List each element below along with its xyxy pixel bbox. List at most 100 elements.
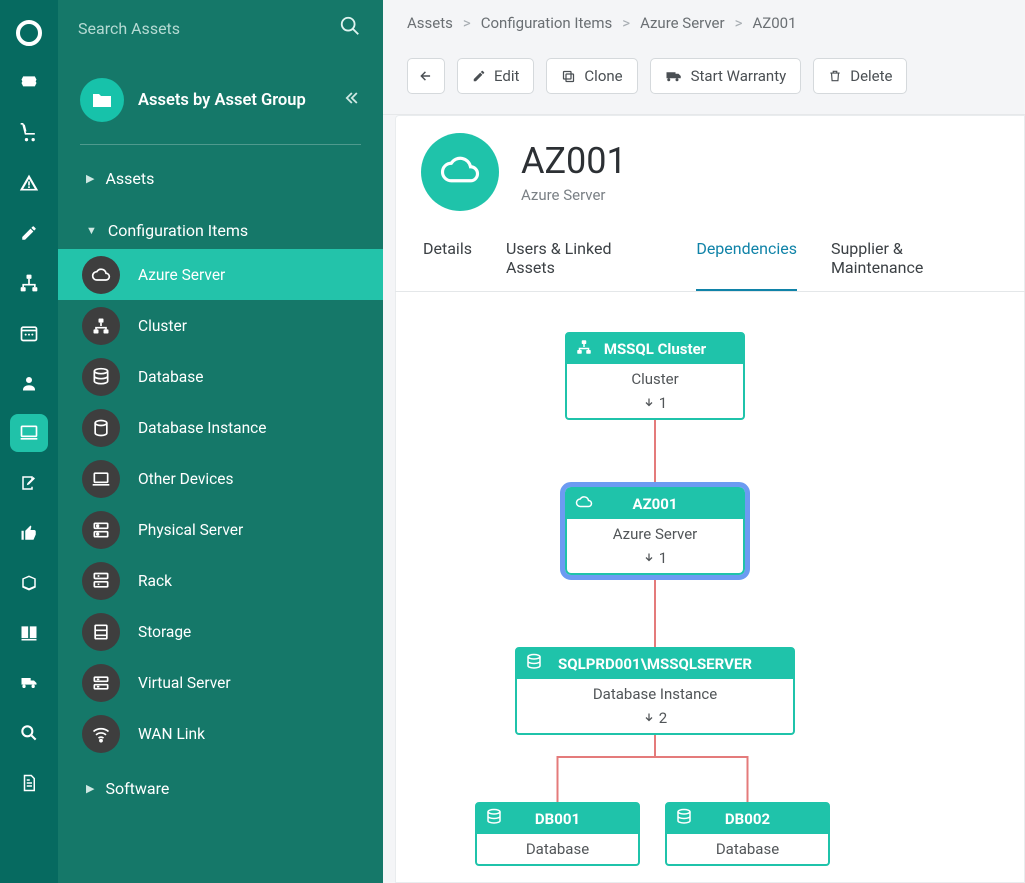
breadcrumb-item[interactable]: Assets (407, 14, 453, 32)
group-title: Assets by Asset Group (138, 91, 341, 110)
cloud-icon (82, 256, 120, 294)
tree-config-items[interactable]: ▼ Configuration Items (58, 211, 383, 249)
dep-node-db002[interactable]: DB002 Database (665, 802, 830, 866)
sidebar-item-physical-server[interactable]: Physical Server (58, 504, 383, 555)
delete-button[interactable]: Delete (813, 58, 907, 94)
start-warranty-button[interactable]: Start Warranty (650, 58, 802, 94)
breadcrumb: Assets>Configuration Items>Azure Server>… (383, 0, 1025, 32)
folder-icon (80, 78, 124, 122)
tab-details[interactable]: Details (423, 229, 472, 291)
rail-calendar-icon[interactable] (10, 314, 48, 352)
search-icon[interactable] (339, 15, 361, 41)
ci-item-label: Physical Server (138, 521, 243, 539)
breadcrumb-separator: > (463, 14, 471, 32)
node-count: 1 (567, 394, 743, 418)
collapse-sidebar-icon[interactable] (341, 88, 361, 112)
sidebar: Assets by Asset Group ▶ Assets ▼ Configu… (58, 0, 383, 883)
vserver-icon (82, 664, 120, 702)
node-subtitle: Database Instance (517, 679, 793, 709)
asset-card: AZ001 Azure Server Details Users & Linked… (395, 115, 1025, 883)
server-icon (82, 511, 120, 549)
tree-ci-label: Configuration Items (108, 221, 248, 240)
rail-book-icon[interactable] (10, 614, 48, 652)
breadcrumb-separator: > (622, 14, 630, 32)
node-title: DB002 (725, 810, 770, 828)
node-subtitle: Database (477, 834, 638, 864)
asset-title: AZ001 (521, 140, 627, 182)
dep-node-mssql[interactable]: MSSQL ClusterCluster 1 (565, 332, 745, 420)
node-title: DB001 (535, 810, 580, 828)
node-header: MSSQL Cluster (567, 334, 743, 364)
db-icon (525, 653, 543, 675)
ci-item-label: Storage (138, 623, 191, 641)
ci-item-label: Virtual Server (138, 674, 231, 692)
clone-label: Clone (584, 67, 622, 85)
rack-icon (82, 562, 120, 600)
node-subtitle: Database (667, 834, 828, 864)
tree-software-label: Software (105, 779, 169, 798)
node-subtitle: Azure Server (567, 519, 743, 549)
sidebar-item-rack[interactable]: Rack (58, 555, 383, 606)
rail-truck-icon[interactable] (10, 664, 48, 702)
sidebar-item-cluster[interactable]: Cluster (58, 300, 383, 351)
search-input[interactable] (78, 19, 339, 38)
node-count: 1 (567, 549, 743, 573)
sidebar-item-other-devices[interactable]: Other Devices (58, 453, 383, 504)
rail-user-icon[interactable] (10, 364, 48, 402)
rail-alert-icon[interactable] (10, 164, 48, 202)
sidebar-item-database[interactable]: Database (58, 351, 383, 402)
node-header: SQLPRD001\MSSQLSERVER (517, 649, 793, 679)
caret-right-icon: ▶ (86, 782, 94, 795)
sidebar-item-wan-link[interactable]: WAN Link (58, 708, 383, 759)
rail-compose-icon[interactable] (10, 464, 48, 502)
breadcrumb-item: AZ001 (752, 14, 796, 32)
tab-dependencies[interactable]: Dependencies (696, 229, 797, 291)
cluster-icon (82, 307, 120, 345)
sidebar-item-azure-server[interactable]: Azure Server (58, 249, 383, 300)
tree-assets[interactable]: ▶ Assets (58, 159, 383, 197)
dep-node-db001[interactable]: DB001 Database (475, 802, 640, 866)
node-subtitle: Cluster (567, 364, 743, 394)
rail-edit-icon[interactable] (10, 214, 48, 252)
rail-assets-icon[interactable] (10, 414, 48, 452)
tabs: Details Users & Linked Assets Dependencies… (395, 223, 1025, 292)
back-button[interactable] (407, 58, 445, 94)
rail-thumbsup-icon[interactable] (10, 514, 48, 552)
dep-node-sqlprd[interactable]: SQLPRD001\MSSQLSERVERDatabase Instance 2 (515, 647, 795, 735)
edit-button[interactable]: Edit (457, 58, 534, 94)
cluster-icon (575, 338, 593, 360)
db-icon (485, 808, 503, 830)
cloud-icon (575, 493, 593, 515)
breadcrumb-item[interactable]: Azure Server (640, 14, 725, 32)
tree-assets-label: Assets (105, 169, 154, 188)
main-area: Assets>Configuration Items>Azure Server>… (383, 0, 1025, 883)
sidebar-item-virtual-server[interactable]: Virtual Server (58, 657, 383, 708)
tab-users-linked-assets[interactable]: Users & Linked Assets (506, 229, 662, 291)
tree-software[interactable]: ▶ Software (58, 769, 383, 807)
ci-item-label: Other Devices (138, 470, 234, 488)
sidebar-item-storage[interactable]: Storage (58, 606, 383, 657)
edit-label: Edit (494, 67, 519, 85)
sidebar-item-database-instance[interactable]: Database Instance (58, 402, 383, 453)
node-header: DB002 (667, 804, 828, 834)
rail-document-icon[interactable] (10, 764, 48, 802)
rail-tickets-icon[interactable] (10, 64, 48, 102)
rail-search-icon[interactable] (10, 714, 48, 752)
icon-rail (0, 0, 58, 883)
rail-cart-icon[interactable] (10, 114, 48, 152)
storage-icon (82, 613, 120, 651)
breadcrumb-item[interactable]: Configuration Items (481, 14, 613, 32)
tab-supplier-maintenance[interactable]: Supplier & Maintenance (831, 229, 997, 291)
clone-button[interactable]: Clone (546, 58, 637, 94)
rail-box-icon[interactable] (10, 564, 48, 602)
db-icon (675, 808, 693, 830)
dependency-diagram: MSSQL ClusterCluster 1AZ001Azure Server … (395, 292, 1025, 852)
rail-network-icon[interactable] (10, 264, 48, 302)
caret-right-icon: ▶ (86, 172, 94, 185)
asset-hero-icon (421, 133, 499, 211)
ci-item-label: Rack (138, 572, 172, 590)
node-header: DB001 (477, 804, 638, 834)
dep-node-az001[interactable]: AZ001Azure Server 1 (565, 487, 745, 575)
ci-item-label: Azure Server (138, 266, 225, 284)
logo-icon[interactable] (10, 14, 48, 52)
